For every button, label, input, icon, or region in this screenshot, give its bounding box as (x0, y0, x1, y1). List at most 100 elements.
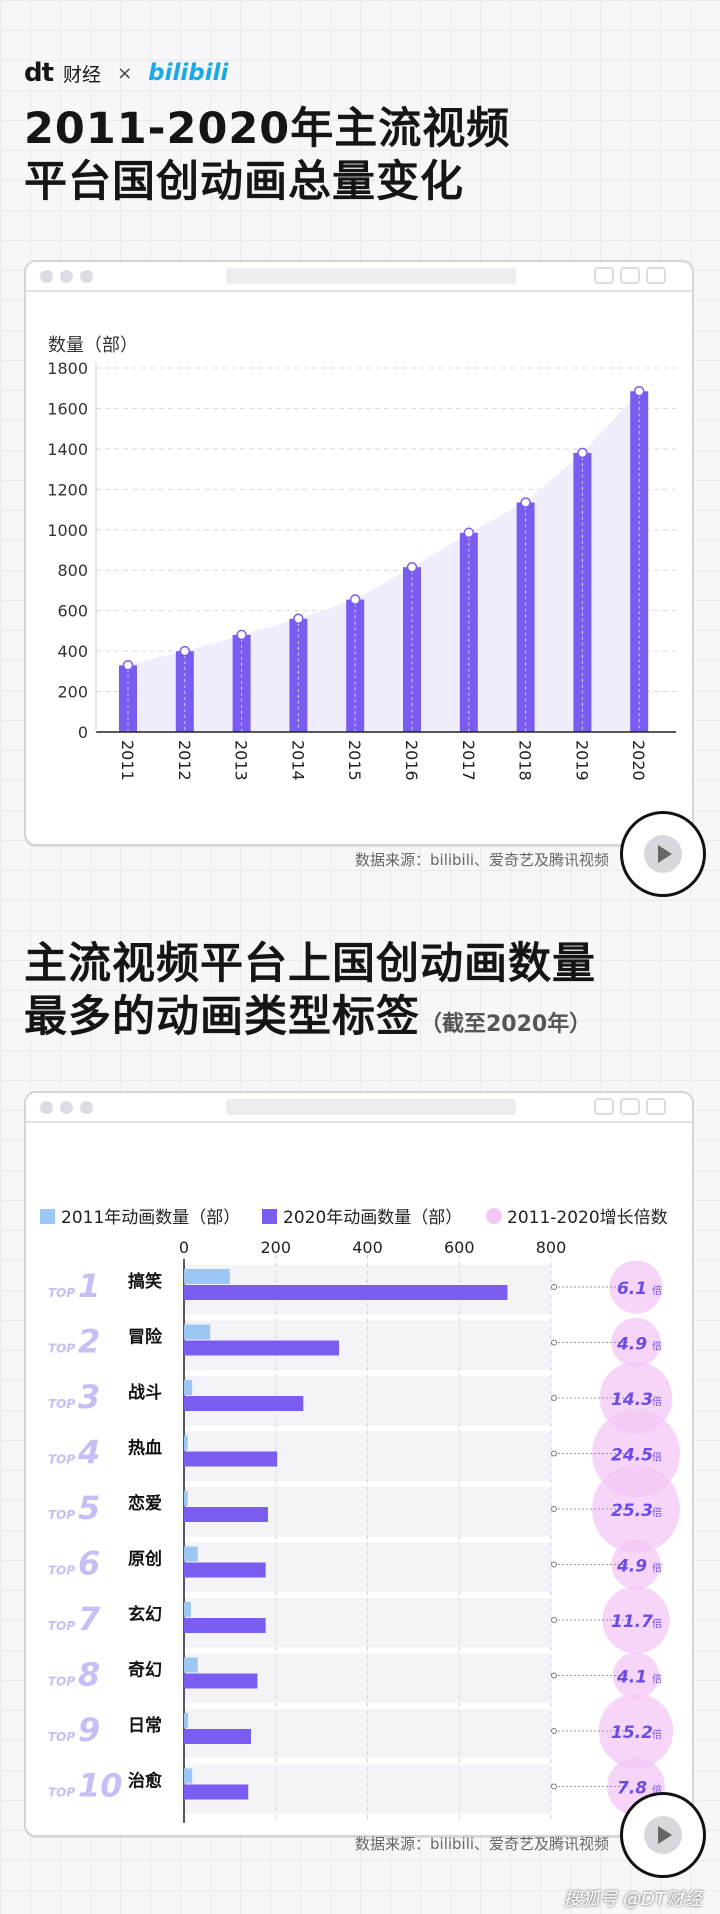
source-note-1: 数据来源：bilibili、爱奇艺及腾讯视频 (355, 851, 610, 869)
bar-2020 (184, 1673, 258, 1689)
ratio-bubble (598, 1693, 674, 1769)
data-point (293, 613, 304, 625)
dt-logo: dt (24, 58, 54, 88)
rank-number: 9 (78, 1711, 100, 1749)
rank-number: 3 (78, 1378, 100, 1416)
bar (119, 665, 137, 732)
category-label: 恋爱 (128, 1493, 162, 1514)
window-dot-icon (60, 1101, 73, 1114)
legend-label: 2011-2020增长倍数 (507, 1208, 668, 1228)
legend-label: 2020年动画数量（部） (283, 1208, 462, 1228)
window-dot-icon (80, 270, 93, 283)
ratio-value: 11.7 (611, 1612, 653, 1632)
rank-prefix: TOP (48, 1397, 75, 1411)
ratio-unit: 倍 (652, 1673, 662, 1686)
window-button-icon (620, 1098, 640, 1115)
ratio-unit: 倍 (652, 1506, 662, 1519)
bar-2020 (184, 1285, 508, 1300)
ratio-leader-dot (551, 1728, 557, 1734)
window-button-icon (620, 267, 640, 284)
x-tick-label: 400 (352, 1238, 383, 1257)
ratio-value: 7.8 (617, 1779, 647, 1799)
section1-title-line2: 平台国创动画总量变化 (24, 157, 464, 207)
section1-title: 2011-2020年主流视频 平台国创动画总量变化 (24, 103, 510, 209)
data-point (406, 561, 418, 573)
y-tick-label: 1600 (47, 399, 88, 418)
ratio-unit: 倍 (652, 1340, 662, 1353)
x-tick-label: 800 (536, 1238, 567, 1257)
play-icon (644, 835, 682, 873)
area-overlay (128, 391, 640, 732)
bar-2020 (184, 1451, 278, 1467)
ratio-unit: 倍 (652, 1784, 662, 1797)
ratio-value: 14.3 (611, 1390, 653, 1410)
y-tick-label: 1000 (47, 521, 88, 540)
x-tick-label: 2013 (232, 740, 251, 781)
ratio-unit: 倍 (652, 1284, 662, 1297)
ratio-value: 4.9 (616, 1335, 647, 1355)
chart2-window: 2011年动画数量（部） 2020年动画数量（部） 2011-2020增长倍数 0 20… (24, 1091, 694, 1837)
play-button[interactable] (620, 811, 706, 897)
category-label: 原创 (128, 1549, 162, 1570)
category-label: 玄幻 (128, 1604, 162, 1625)
bar-2020 (184, 1507, 268, 1522)
bar-2020 (184, 1618, 266, 1633)
source-note-2: 数据来源：bilibili、爱奇艺及腾讯视频 (355, 1835, 610, 1853)
bar-2011 (184, 1602, 191, 1617)
data-point (179, 645, 191, 657)
ratio-leader-dot (551, 1284, 557, 1290)
bar-2011 (184, 1713, 189, 1728)
section2-title-line1: 主流视频平台上国创动画数量 (24, 939, 596, 989)
window-dot-icon (40, 1101, 53, 1114)
y-tick-label: 1200 (47, 480, 88, 499)
category-label: 战斗 (128, 1383, 162, 1403)
ratio-bubble (612, 1652, 660, 1699)
window-titlebar (26, 1093, 692, 1123)
section2-title-line2: 最多的动画类型标签 (24, 992, 420, 1042)
rank-number: 10 (78, 1767, 123, 1805)
footer-watermark: 搜狐号 @DT财经 (563, 1889, 702, 1910)
rank-prefix: TOP (48, 1675, 75, 1689)
ratio-leader-dot (551, 1617, 557, 1623)
rank-number: 2 (78, 1323, 100, 1361)
x-tick-label: 2014 (288, 740, 307, 781)
brand-header: dt 财经 × bilibili (24, 58, 228, 88)
x-tick-label: 200 (260, 1238, 291, 1257)
bar-2011 (184, 1657, 198, 1673)
chart2-svg: 2011年动画数量（部） 2020年动画数量（部） 2011-2020增长倍数 0 20… (40, 1208, 680, 1823)
data-point (463, 527, 475, 539)
section2-title: 主流视频平台上国创动画数量 最多的动画类型标签（截至2020年） (24, 938, 596, 1051)
data-point (236, 629, 247, 641)
ratio-unit: 倍 (652, 1451, 662, 1464)
ratio-leader-dot (551, 1395, 557, 1401)
x-tick-label: 2012 (175, 740, 194, 781)
play-button[interactable] (620, 1792, 706, 1878)
ratio-value: 4.9 (616, 1557, 647, 1577)
collab-symbol: × (117, 62, 133, 84)
x-tick-label: 2018 (516, 740, 535, 781)
y-tick-label: 800 (57, 561, 88, 580)
rank-prefix: TOP (48, 1564, 75, 1578)
bar-2011 (184, 1546, 198, 1562)
rank-number: 4 (77, 1434, 100, 1472)
data-point (349, 594, 361, 605)
ratio-leader-dot (551, 1783, 557, 1790)
rank-number: 8 (78, 1656, 100, 1694)
rank-prefix: TOP (48, 1342, 75, 1356)
data-point (577, 447, 588, 459)
bilibili-logo: bilibili (148, 60, 229, 86)
ratio-value: 6.1 (617, 1279, 647, 1299)
legend-swatch (262, 1209, 277, 1224)
bar-2020 (184, 1562, 266, 1578)
rank-prefix: TOP (48, 1508, 75, 1522)
ratio-bubble (592, 1465, 680, 1553)
legend-swatch (486, 1208, 502, 1224)
legend-swatch (40, 1209, 55, 1224)
ratio-leader-dot (551, 1506, 557, 1512)
x-tick-label: 2020 (629, 740, 648, 781)
window-button-icon (594, 1098, 614, 1115)
y-tick-label: 400 (57, 642, 88, 661)
ratio-leader-dot (551, 1561, 557, 1568)
chart1-svg: 数量（部） 0 200 400 600 800 1000 1200 1400 1600 1800 20… (47, 335, 676, 781)
bar-2020 (184, 1340, 340, 1356)
